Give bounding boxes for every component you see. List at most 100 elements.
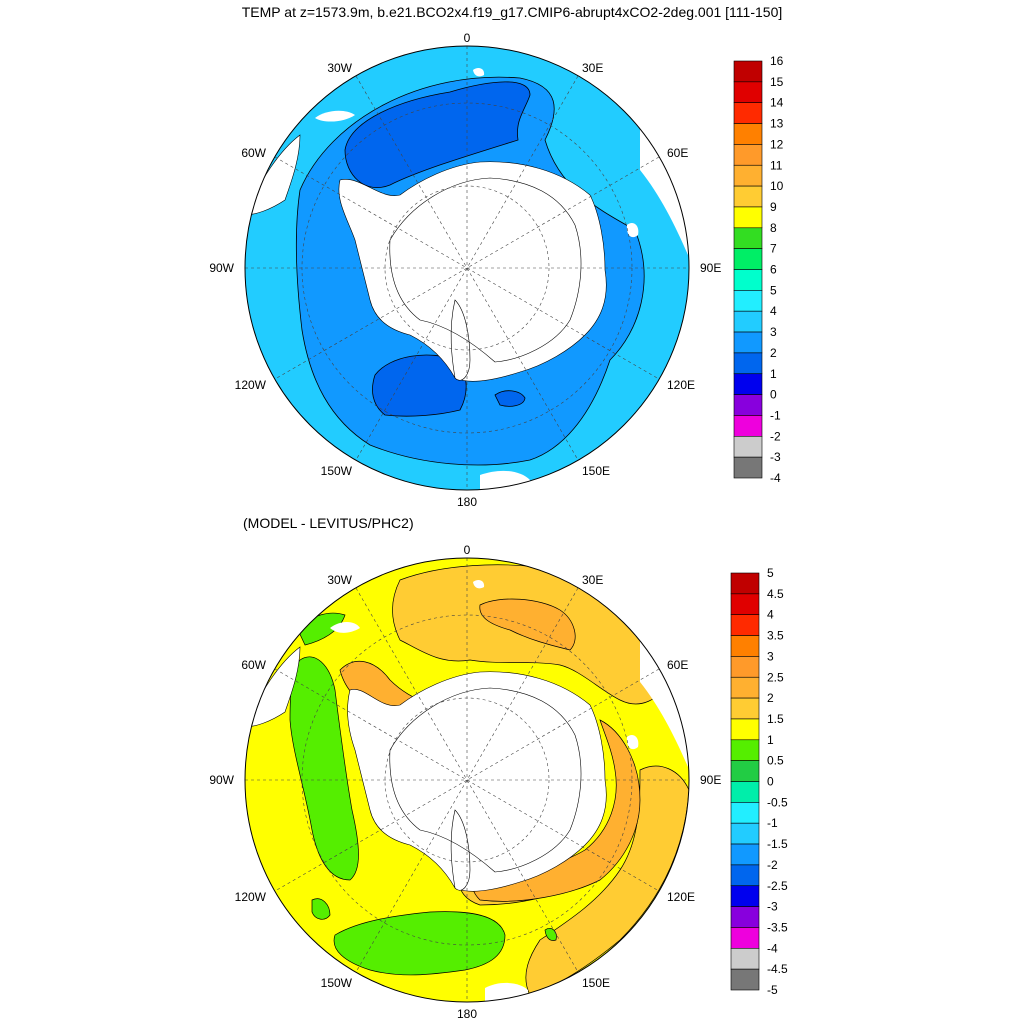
top-colorbar-swatch bbox=[733, 456, 763, 479]
bottom-green-patch-east bbox=[544, 927, 557, 941]
top-colorbar-tick-label: 5 bbox=[770, 283, 777, 297]
top-colorbar-swatch bbox=[733, 164, 763, 187]
bottom-colorbar-tick-label: 5 bbox=[767, 566, 774, 580]
plot-title: TEMP at z=1573.9m, b.e21.BCO2x4.f19_g17.… bbox=[241, 4, 783, 20]
bottom-coastline bbox=[389, 687, 582, 873]
top-colorbar-swatch bbox=[733, 331, 763, 354]
top-colorbar-swatch bbox=[733, 373, 763, 395]
bottom-colorbar-tick-label: 2.5 bbox=[767, 670, 784, 684]
top-colorbar-tick-label: -4 bbox=[770, 471, 781, 485]
top-lon-90w: 90W bbox=[209, 261, 234, 275]
top-colorbar-swatch bbox=[733, 394, 763, 416]
bottom-colorbar-tick-label: -2 bbox=[767, 858, 778, 872]
top-colorbar-tick-label: 12 bbox=[770, 137, 784, 151]
top-cold-patch-north bbox=[344, 81, 531, 188]
top-colorbar-tick-label: 11 bbox=[770, 158, 783, 172]
bottom-colorbar-tick-label: -5 bbox=[767, 983, 778, 997]
bottom-green-tongue-west bbox=[289, 656, 359, 881]
bottom-colorbar-swatch bbox=[730, 739, 760, 761]
bottom-colorbar-swatch bbox=[730, 718, 760, 741]
top-africa-coast bbox=[640, 120, 689, 255]
bottom-green-patch-southwest bbox=[311, 898, 331, 920]
bottom-peninsula bbox=[450, 809, 471, 891]
bottom-colorbar-swatch bbox=[730, 864, 760, 887]
top-lon-150w: 150W bbox=[321, 464, 353, 478]
top-colorbar-swatch bbox=[733, 81, 763, 103]
top-continent-west bbox=[245, 134, 301, 216]
bottom-colorbar-swatch bbox=[730, 885, 760, 907]
top-colorbar-tick-label: 6 bbox=[770, 263, 777, 277]
top-lon-60e: 60E bbox=[667, 146, 688, 160]
top-lon-0: 0 bbox=[464, 31, 471, 45]
top-colorbar-tick-label: 10 bbox=[770, 179, 784, 193]
bottom-colorbar-tick-label: 4 bbox=[767, 608, 774, 622]
top-colorbar-tick-label: 16 bbox=[770, 54, 784, 68]
bottom-colorbar-tick-label: -2.5 bbox=[767, 879, 788, 893]
top-colorbar-swatch bbox=[733, 248, 763, 270]
bottom-island-bouvet bbox=[473, 579, 485, 589]
bottom-lon-90w: 90W bbox=[209, 773, 234, 787]
bottom-polar-map: 0 30E 60E 90E 120E 150E 180 150W 120W 90… bbox=[209, 543, 721, 1021]
bottom-colorbar-swatch bbox=[730, 656, 760, 678]
bottom-colorbar-tick-label: 1 bbox=[767, 733, 774, 747]
bottom-colorbar-tick-label: -0.5 bbox=[767, 795, 788, 809]
bottom-island-tasmania bbox=[485, 983, 528, 1002]
bottom-colorbar-tick-label: -3 bbox=[767, 900, 778, 914]
bottom-lon-30w: 30W bbox=[327, 573, 352, 587]
top-colorbar-tick-label: 14 bbox=[770, 96, 784, 110]
top-lon-30e: 30E bbox=[582, 61, 603, 75]
bottom-colorbar-tick-label: -4.5 bbox=[767, 962, 788, 976]
top-colorbar-tick-label: 4 bbox=[770, 304, 777, 318]
bottom-colorbar-swatch bbox=[730, 968, 760, 991]
bottom-colorbar-swatch bbox=[730, 843, 760, 866]
bottom-colorbar-swatch bbox=[730, 927, 760, 949]
top-lon-120w: 120W bbox=[235, 378, 267, 392]
top-island-kerguelen bbox=[626, 223, 639, 238]
top-colorbar-swatch bbox=[733, 102, 763, 124]
bottom-colorbar-tick-label: 3.5 bbox=[767, 629, 784, 643]
top-colorbar-tick-label: 3 bbox=[770, 325, 777, 339]
bottom-lon-120e: 120E bbox=[667, 890, 695, 904]
top-colorbar-swatch bbox=[733, 415, 763, 437]
top-colorbar-swatch bbox=[733, 269, 763, 291]
top-colorbar-tick-label: 7 bbox=[770, 242, 777, 256]
bottom-colorbar-swatch bbox=[730, 572, 760, 595]
bottom-colorbar-tick-label: 1.5 bbox=[767, 712, 784, 726]
bottom-orange-patch-north bbox=[479, 598, 576, 651]
top-colorbar-swatch bbox=[733, 206, 763, 229]
bottom-antarctica bbox=[347, 671, 607, 892]
top-colorbar-swatch bbox=[733, 123, 763, 145]
bottom-continent-west bbox=[245, 646, 301, 728]
top-coastline bbox=[389, 177, 582, 363]
bottom-island-kerguelen bbox=[626, 735, 639, 750]
bottom-lon-180: 180 bbox=[457, 1007, 477, 1021]
bottom-colorbar-swatch bbox=[730, 593, 760, 615]
bottom-lon-30e: 30E bbox=[582, 573, 603, 587]
bottom-lon-60e: 60E bbox=[667, 658, 688, 672]
top-colorbar-tick-label: 15 bbox=[770, 75, 784, 89]
top-lon-150e: 150E bbox=[582, 464, 610, 478]
bottom-colorbar-swatch bbox=[730, 760, 760, 782]
top-lon-30w: 30W bbox=[327, 61, 352, 75]
bottom-colorbar-swatch bbox=[730, 781, 760, 803]
top-colorbar-tick-label: -2 bbox=[770, 429, 781, 443]
bottom-lon-90e: 90E bbox=[700, 773, 721, 787]
bottom-graticule bbox=[245, 558, 689, 1002]
top-colorbar-tick-label: 0 bbox=[770, 388, 777, 402]
top-colorbar-swatch bbox=[733, 352, 763, 375]
bottom-lon-150e: 150E bbox=[582, 976, 610, 990]
top-colorbar-tick-label: 13 bbox=[770, 117, 784, 131]
top-colorbar-swatch bbox=[733, 144, 763, 166]
bottom-colorbar-tick-label: -3.5 bbox=[767, 920, 788, 934]
bottom-colorbar-tick-label: -1.5 bbox=[767, 837, 788, 851]
top-colorbar-swatch bbox=[733, 227, 763, 249]
top-colorbar-swatch bbox=[733, 60, 763, 83]
top-lon-labels: 0 30E 60E 90E 120E 150E 180 150W 120W 90… bbox=[209, 31, 721, 509]
top-colorbar-swatch bbox=[733, 290, 763, 312]
top-colorbar-tick-label: 8 bbox=[770, 221, 777, 235]
bottom-colorbar-tick-label: -4 bbox=[767, 941, 778, 955]
top-lon-120e: 120E bbox=[667, 378, 695, 392]
difference-subtitle: (MODEL - LEVITUS/PHC2) bbox=[243, 515, 414, 531]
top-island-tasmania bbox=[480, 470, 530, 490]
